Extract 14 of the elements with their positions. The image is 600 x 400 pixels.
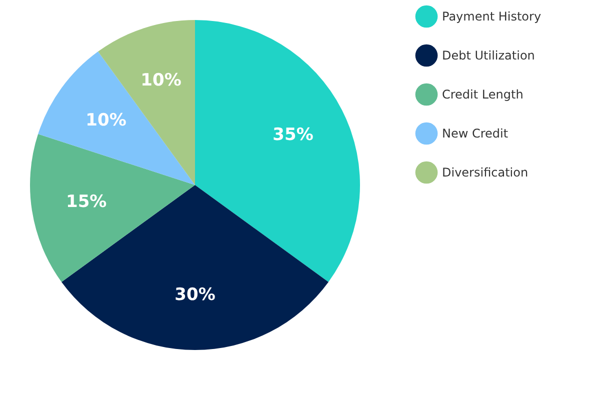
legend-label: Debt Utilization bbox=[442, 48, 535, 62]
pie-slice bbox=[38, 52, 195, 185]
data-label: 15% bbox=[66, 192, 107, 212]
pie-slice bbox=[195, 20, 360, 282]
legend-label: Payment History bbox=[442, 10, 542, 24]
data-label: 35% bbox=[272, 125, 314, 146]
legend-label: Diversification bbox=[442, 166, 528, 180]
data-label: 30% bbox=[174, 285, 216, 305]
data-label: 10% bbox=[140, 70, 182, 90]
data-label: 10% bbox=[86, 110, 126, 130]
pie-slice bbox=[62, 185, 328, 350]
pie-slice bbox=[30, 134, 195, 282]
legend-label: Credit Length bbox=[442, 88, 524, 102]
legend-label: New Credit bbox=[442, 126, 508, 140]
